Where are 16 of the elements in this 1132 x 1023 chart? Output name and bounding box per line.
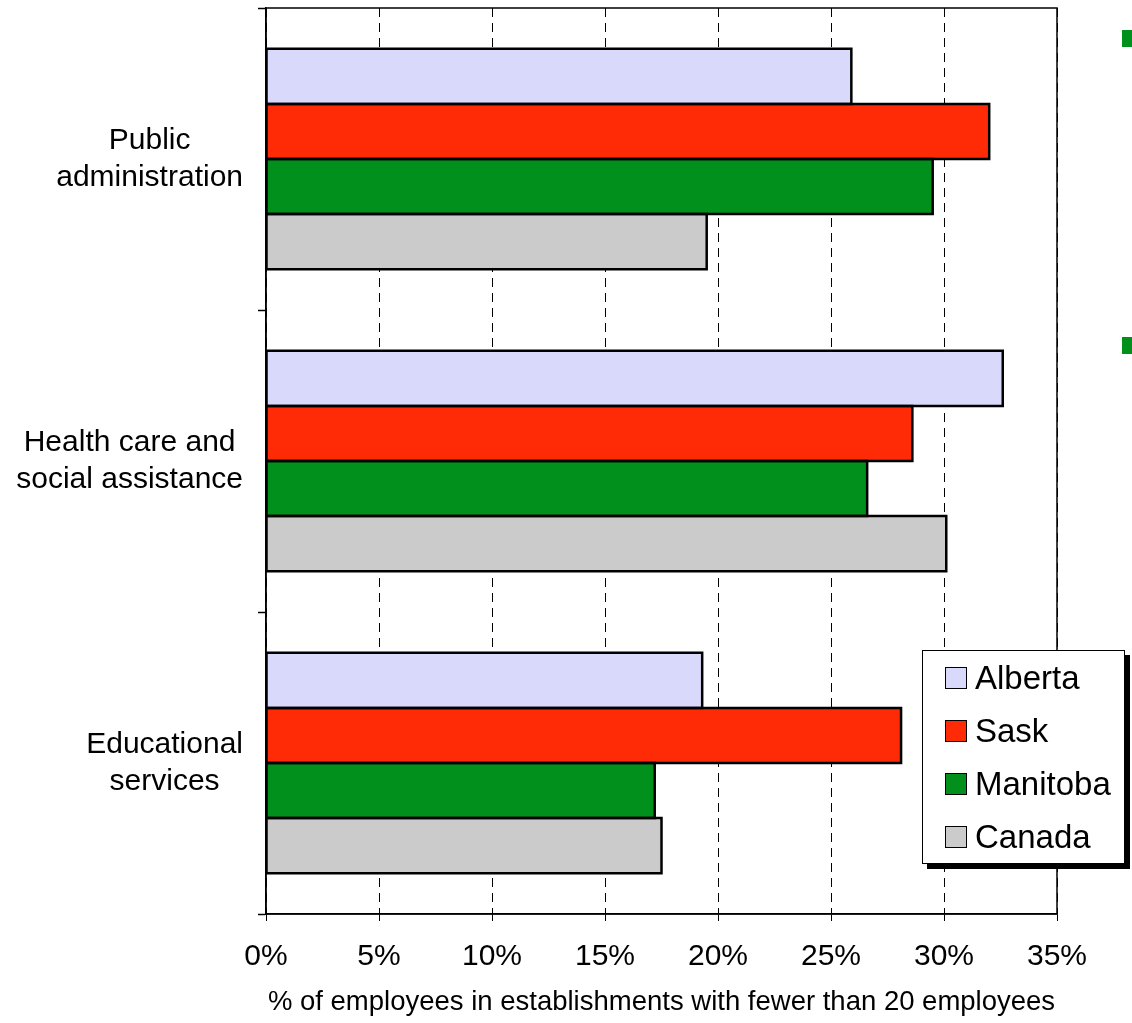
y-tick-label: Educational services	[86, 725, 244, 796]
y-tick-label: Health care and social assistance	[16, 423, 243, 494]
x-tick-label: 20%	[687, 938, 749, 972]
x-axis-title: % of employees in establishments with fewer than 20 employees	[267, 985, 1056, 1017]
x-tick-label: 25%	[800, 938, 862, 972]
x-tick-label: 0%	[244, 938, 288, 972]
x-tick-label: 35%	[1026, 938, 1088, 972]
x-tick-label: 30%	[913, 938, 975, 972]
legend-label: Canada	[975, 817, 1091, 856]
y-tick-label: Public administration	[56, 121, 244, 192]
legend-label: Manitoba	[975, 764, 1111, 803]
x-tick-label: 15%	[574, 938, 636, 972]
x-tick-label: 5%	[357, 938, 401, 972]
x-tick-label: 10%	[461, 938, 523, 972]
legend-label: Sask	[975, 711, 1049, 750]
legend-label: Alberta	[975, 658, 1080, 697]
